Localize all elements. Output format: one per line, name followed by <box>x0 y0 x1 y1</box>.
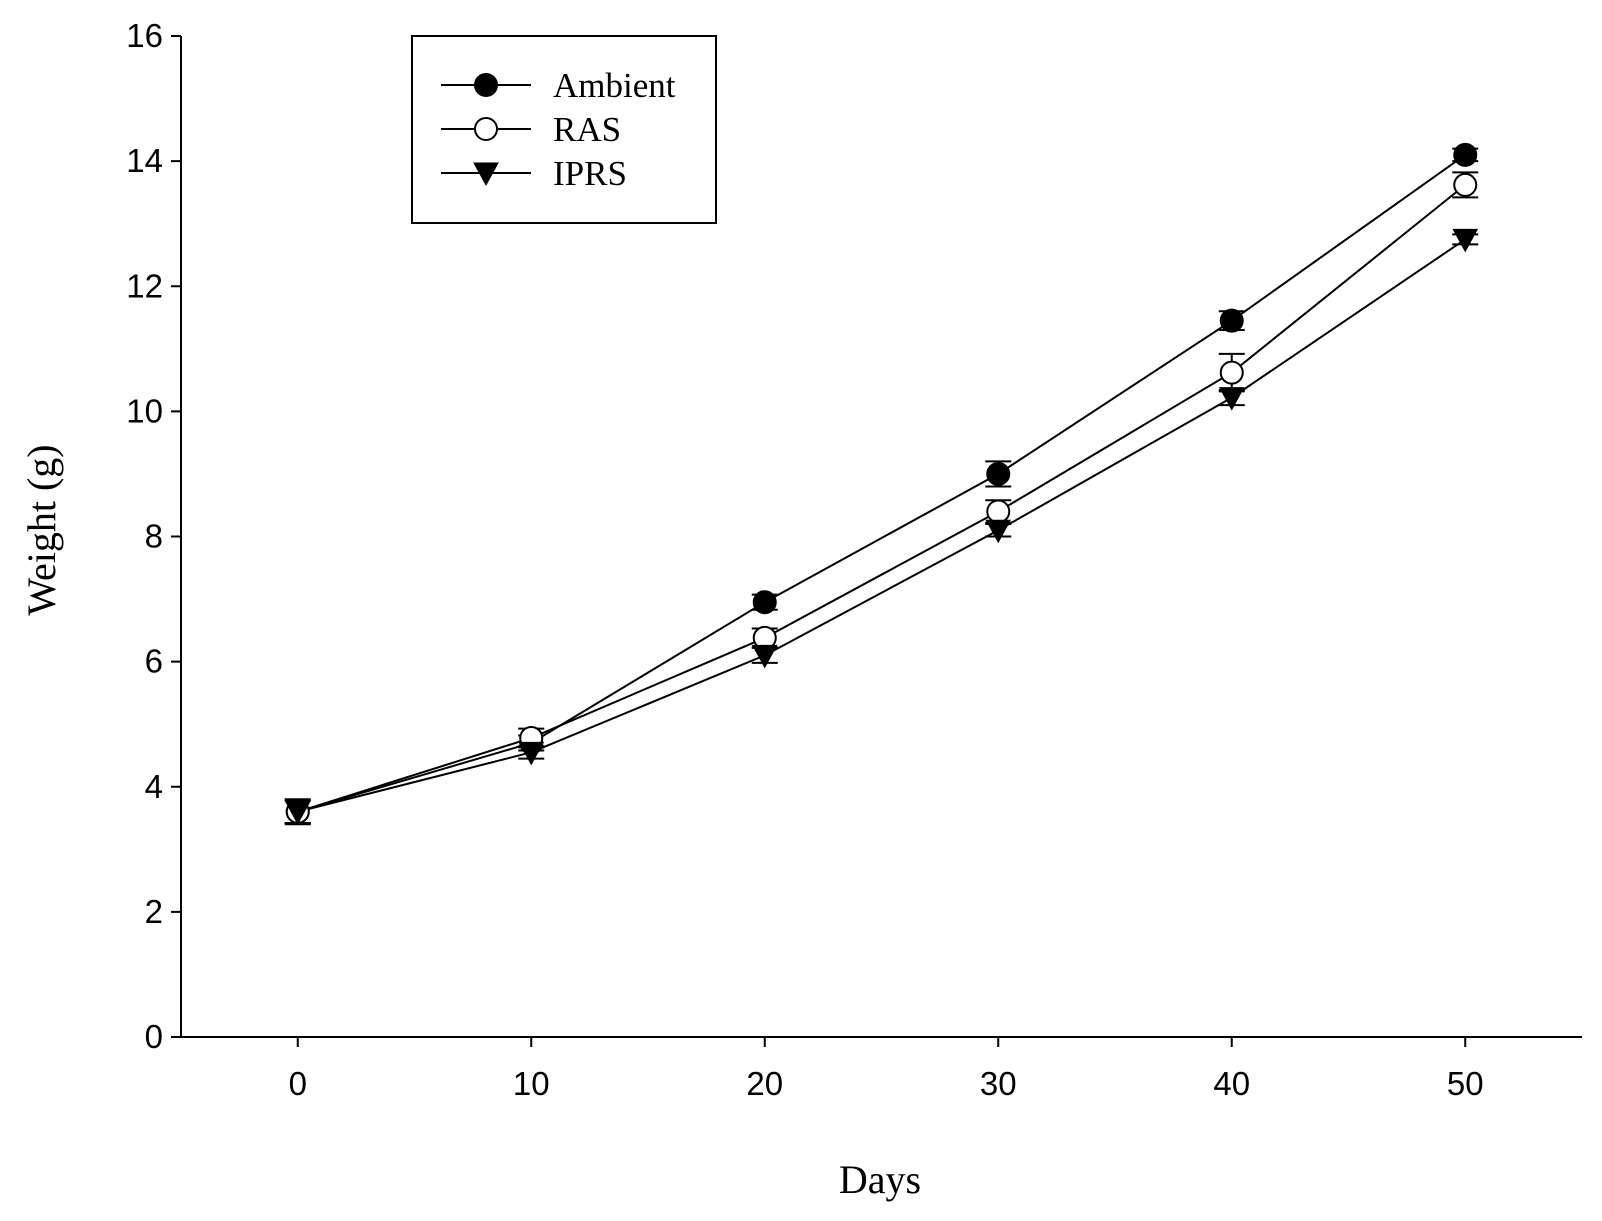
y-tick-label: 8 <box>145 518 163 555</box>
series-line-iprs <box>297 238 1466 813</box>
x-tick-label: 50 <box>1447 1065 1484 1102</box>
x-tick-label: 0 <box>289 1065 307 1102</box>
data-point-iprs <box>284 801 311 825</box>
y-tick-label: 14 <box>126 142 163 179</box>
x-tick-label: 10 <box>513 1065 550 1102</box>
data-point-ras <box>1453 172 1478 197</box>
legend: Ambient RAS IPRS <box>411 35 717 224</box>
data-point-iprs <box>985 519 1012 544</box>
series-iprs-points <box>284 228 1479 825</box>
x-tick-label: 20 <box>746 1065 783 1102</box>
data-point-ambient <box>986 461 1011 486</box>
legend-label-ras: RAS <box>553 110 621 149</box>
data-point-ras <box>1219 360 1244 385</box>
data-point-ambient <box>1219 308 1244 333</box>
series-layer <box>284 142 1479 826</box>
legend-marker-ras <box>474 117 498 141</box>
series-ambient-group <box>297 154 1466 813</box>
series-line-ambient <box>297 154 1466 813</box>
legend-marker-iprs <box>473 162 499 187</box>
data-point-iprs <box>751 644 778 669</box>
data-point-iprs <box>1218 387 1245 411</box>
y-axis-title: Weight (g) <box>19 444 64 615</box>
series-line-ras <box>297 184 1466 813</box>
data-point-ambient <box>1453 142 1478 167</box>
y-tick-label: 16 <box>126 17 163 54</box>
y-tick-label: 6 <box>145 643 163 680</box>
axes: 0 2 4 6 8 10 12 14 16 0 10 20 30 40 50 <box>126 17 1582 1102</box>
x-axis-title: Days <box>839 1157 921 1202</box>
legend-marker-ambient <box>474 73 498 97</box>
legend-label-ambient: Ambient <box>553 66 676 105</box>
y-tick-label: 10 <box>126 392 163 429</box>
x-tick-label: 30 <box>980 1065 1017 1102</box>
data-point-ras <box>986 499 1011 524</box>
y-tick-label: 12 <box>126 267 163 304</box>
y-tick-label: 4 <box>145 768 163 805</box>
series-ras-group <box>297 184 1466 813</box>
data-point-iprs <box>1452 228 1479 253</box>
x-tick-label: 40 <box>1213 1065 1250 1102</box>
legend-label-iprs: IPRS <box>553 154 627 193</box>
data-point-iprs <box>518 741 545 766</box>
data-point-ambient <box>752 590 777 615</box>
y-tick-label: 0 <box>145 1018 163 1055</box>
y-tick-label: 2 <box>145 893 163 930</box>
series-iprs-group <box>297 238 1466 813</box>
